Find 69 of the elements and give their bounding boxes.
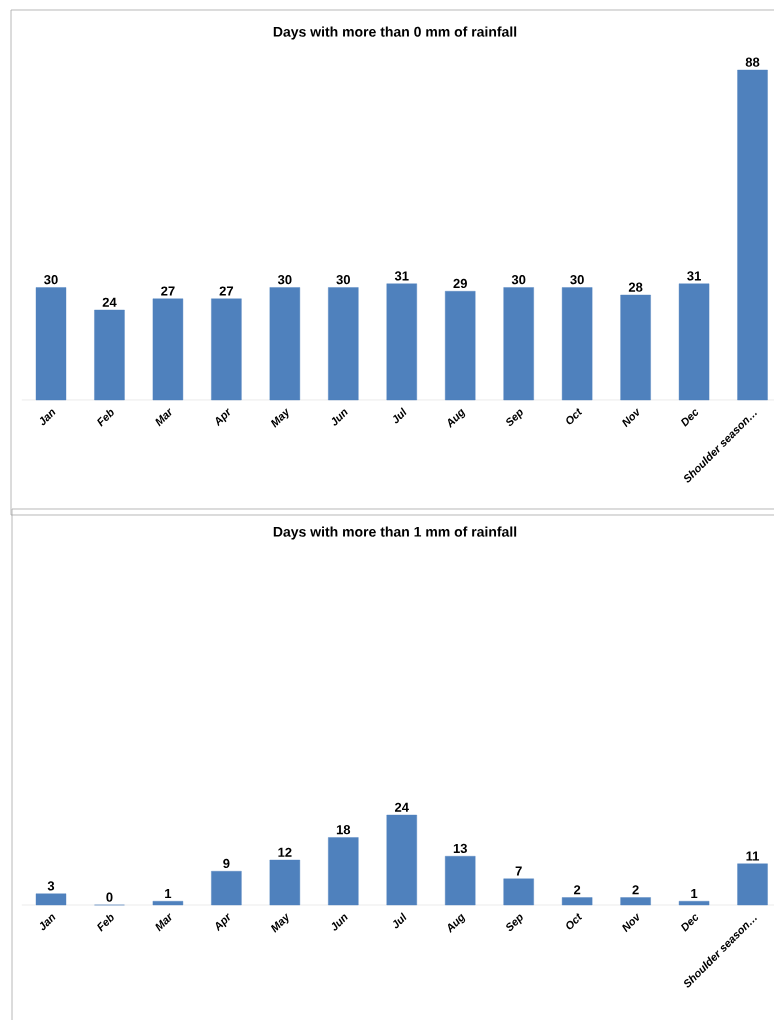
x-tick-label: Dec — [680, 409, 699, 427]
data-label: 1 — [165, 889, 172, 899]
bar — [678, 283, 710, 401]
data-label: 2 — [573, 885, 581, 895]
x-tick-label: Oct — [566, 913, 583, 930]
bar — [269, 287, 301, 401]
x-tick-label: Sep — [506, 914, 523, 932]
data-label: 0 — [106, 892, 113, 902]
bar — [445, 856, 476, 906]
bar — [211, 871, 242, 906]
chart-title: Days with more than 1 mm of rainfall — [273, 526, 517, 540]
data-label: 88 — [745, 57, 760, 67]
x-tick-label: Oct — [566, 408, 583, 425]
bar — [386, 283, 417, 401]
bar — [503, 287, 534, 401]
x-tick-label: Sep — [506, 409, 523, 427]
x-tick-label: Jul — [393, 912, 407, 929]
data-label: 24 — [102, 297, 117, 307]
bar — [561, 897, 593, 906]
x-tick-label: Feb — [97, 914, 114, 932]
data-label: 27 — [219, 286, 234, 296]
x-tick-label: Dec — [680, 914, 699, 932]
data-label: 31 — [394, 271, 409, 281]
bar — [561, 287, 593, 401]
chart-title: Days with more than 0 mm of rainfall — [273, 26, 517, 40]
bar — [35, 893, 67, 906]
bar — [269, 859, 301, 906]
data-label: 28 — [628, 282, 643, 292]
data-label: 3 — [47, 881, 55, 891]
data-label: 2 — [632, 885, 639, 895]
data-label: 30 — [570, 275, 584, 285]
x-tick-label: Jan — [39, 914, 56, 931]
data-label: 12 — [278, 847, 292, 857]
data-label: 18 — [336, 825, 351, 835]
x-tick-label: Jul — [393, 407, 407, 424]
bar — [737, 69, 768, 401]
bar — [211, 298, 242, 401]
bar — [94, 309, 125, 401]
bar — [445, 291, 476, 401]
data-label: 27 — [161, 286, 175, 296]
x-tick-label: Apr — [215, 408, 230, 427]
bar — [328, 287, 359, 401]
bar — [503, 878, 534, 906]
data-label: 29 — [453, 278, 467, 289]
data-label: 11 — [746, 851, 760, 861]
data-label: 30 — [511, 275, 526, 285]
x-tick-label: Jun — [331, 409, 348, 426]
data-label: 9 — [223, 858, 230, 869]
bar — [152, 901, 184, 906]
bar — [678, 901, 710, 906]
data-label: 24 — [394, 802, 409, 812]
data-label: 30 — [277, 275, 292, 285]
data-label: 31 — [687, 271, 701, 281]
bar — [328, 837, 359, 906]
bar — [620, 897, 651, 906]
x-tick-label: Feb — [97, 409, 114, 427]
bar — [152, 298, 184, 401]
bar — [386, 814, 417, 906]
data-label: 1 — [691, 889, 698, 899]
data-label: 30 — [44, 275, 58, 285]
bar — [35, 287, 67, 401]
x-tick-label: Jan — [39, 409, 56, 426]
x-tick-label: Apr — [215, 913, 230, 932]
data-label: 13 — [453, 843, 467, 854]
bar — [737, 863, 768, 906]
bar — [620, 294, 651, 401]
x-tick-label: Jun — [331, 914, 348, 931]
data-label: 7 — [515, 866, 522, 876]
data-label: 30 — [336, 275, 350, 285]
